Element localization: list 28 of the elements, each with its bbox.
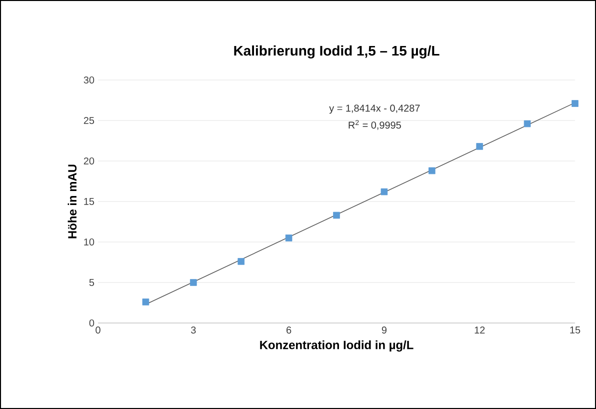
- x-tick-label: 12: [474, 326, 485, 334]
- point: [333, 212, 340, 219]
- y-axis-title: Höhe in mAU: [68, 164, 77, 238]
- point: [238, 258, 245, 265]
- y-tick-label: 5: [89, 279, 94, 286]
- y-tick-label: 25: [84, 116, 94, 124]
- x-tick-label: 0: [96, 326, 100, 334]
- point: [285, 234, 292, 242]
- x-tick-label: 9: [382, 326, 387, 334]
- point: [428, 167, 436, 174]
- annotation: y = 1,8414x - 0,4287: [329, 104, 420, 114]
- point: [142, 298, 150, 306]
- x-axis-title: Konzentration Iodid in µg/L: [260, 340, 414, 352]
- x-tick-label: 3: [191, 326, 196, 334]
- point: [524, 120, 531, 128]
- y-tick-label: 15: [84, 198, 94, 205]
- y-tick-label: 0: [89, 319, 94, 327]
- y-tick-label: 10: [84, 238, 94, 246]
- x-tick-label: 15: [570, 326, 580, 334]
- point: [380, 188, 388, 196]
- point: [190, 279, 197, 286]
- annotation: R$^{2}$ = 0,9995: [348, 120, 401, 130]
- x-tick-label: 6: [286, 326, 292, 334]
- point: [476, 143, 484, 150]
- y-tick-label: 30: [84, 76, 94, 84]
- y-tick-label: 20: [84, 157, 94, 165]
- chart-title: Kalibrierung Iodid 1,5 – 15 µg/L: [234, 45, 440, 58]
- point: [572, 100, 578, 107]
